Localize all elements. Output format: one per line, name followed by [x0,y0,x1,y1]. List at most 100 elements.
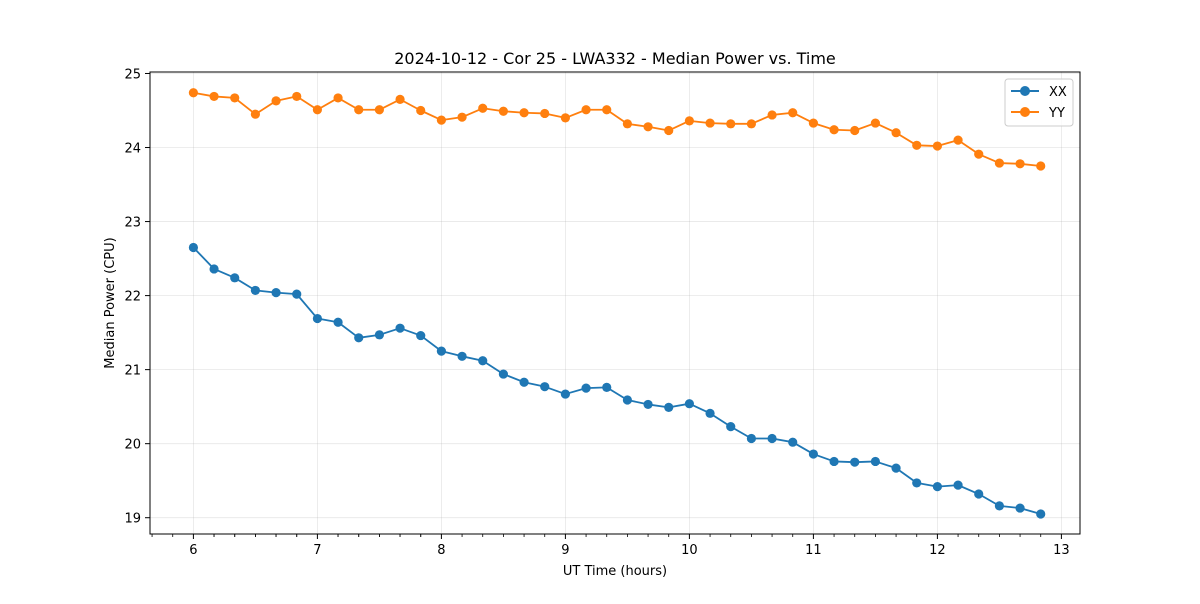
data-point-yy [746,119,757,129]
data-point-xx [478,356,488,366]
data-point-yy [953,135,963,145]
data-point-xx [209,264,219,274]
data-point-yy [540,108,550,119]
data-point-xx [664,402,674,412]
data-point-xx [498,369,508,379]
data-point-yy [891,128,901,138]
legend-marker-xx [1020,86,1030,96]
y-tick-label: 23 [124,216,141,231]
data-point-xx [540,382,550,392]
data-point-yy [519,108,529,118]
data-point-yy [457,112,467,122]
x-tick-label: 11 [805,543,822,558]
data-point-yy [292,91,302,102]
data-point-yy [602,105,612,115]
data-point-yy [333,93,343,103]
data-point-yy [354,105,364,115]
data-point-xx [292,289,302,299]
data-point-yy [622,119,633,129]
data-point-xx [684,399,695,409]
data-point-xx [726,422,736,432]
data-point-yy [726,119,736,129]
data-point-yy [188,88,198,98]
data-point-xx [974,489,984,499]
data-point-xx [705,408,715,418]
data-point-yy [395,94,405,104]
data-point-yy [974,149,984,159]
x-tick-label: 8 [437,543,445,558]
data-point-xx [333,317,343,327]
series-group [188,88,1046,519]
data-point-xx [1036,509,1046,519]
legend-label-xx: XX [1049,85,1067,100]
data-point-xx [312,313,322,324]
grid [150,72,1080,534]
data-point-xx [188,242,198,253]
x-tick-label: 6 [189,543,197,558]
data-point-xx [416,330,426,341]
x-axis-label: UT Time (hours) [563,564,667,579]
data-point-xx [767,433,777,444]
data-point-yy [1015,159,1025,169]
data-point-xx [354,333,364,343]
data-point-yy [1036,161,1046,171]
data-point-xx [271,288,281,298]
data-point-yy [994,158,1005,168]
y-tick-label: 21 [124,364,141,379]
data-point-xx [560,389,571,399]
data-point-xx [994,501,1005,511]
plot-frame [149,71,1081,535]
data-point-xx [912,478,922,488]
data-point-yy [684,116,695,126]
y-tick-label: 24 [124,142,141,157]
legend-marker-yy [1020,107,1030,117]
data-point-yy [312,105,322,115]
data-point-yy [436,115,446,125]
x-tick-label: 10 [681,543,698,558]
data-point-xx [643,399,653,410]
x-tick-label: 13 [1053,543,1070,558]
data-point-xx [870,456,881,467]
data-point-xx [519,377,529,387]
data-point-xx [457,351,467,361]
data-point-xx [808,449,819,459]
data-point-xx [932,482,943,492]
x-tick-label: 7 [313,543,321,558]
data-point-xx [250,285,260,296]
y-tick-label: 25 [124,67,141,82]
data-point-yy [250,109,260,119]
data-point-yy [788,108,798,118]
data-point-xx [891,463,901,473]
data-point-yy [850,125,860,136]
data-point-yy [808,118,819,128]
data-point-yy [767,110,777,120]
data-point-yy [560,113,571,123]
x-tick-label: 9 [561,543,569,558]
data-point-xx [622,395,633,405]
data-point-yy [870,118,881,128]
data-point-xx [850,457,860,467]
chart-title: 2024-10-12 - Cor 25 - LWA332 - Median Po… [394,49,836,68]
data-point-yy [932,141,943,151]
data-point-xx [788,437,798,447]
data-point-yy [705,118,715,128]
data-point-xx [746,433,757,444]
data-point-xx [1015,503,1025,513]
data-point-yy [478,103,488,113]
data-point-xx [374,330,384,340]
y-axis-label: Median Power (CPU) [103,237,118,368]
data-point-xx [230,273,240,283]
data-point-yy [912,140,922,150]
data-point-xx [953,480,963,490]
axis-ticks: 6 7 8 9 10 11 12 13 19 20 21 22 23 24 25 [124,67,1069,558]
data-point-yy [498,106,508,116]
data-point-yy [209,91,219,102]
data-point-yy [230,93,240,103]
legend-label-yy: YY [1048,106,1065,121]
data-point-yy [829,125,839,135]
data-point-yy [416,105,426,116]
y-tick-label: 19 [124,512,141,527]
